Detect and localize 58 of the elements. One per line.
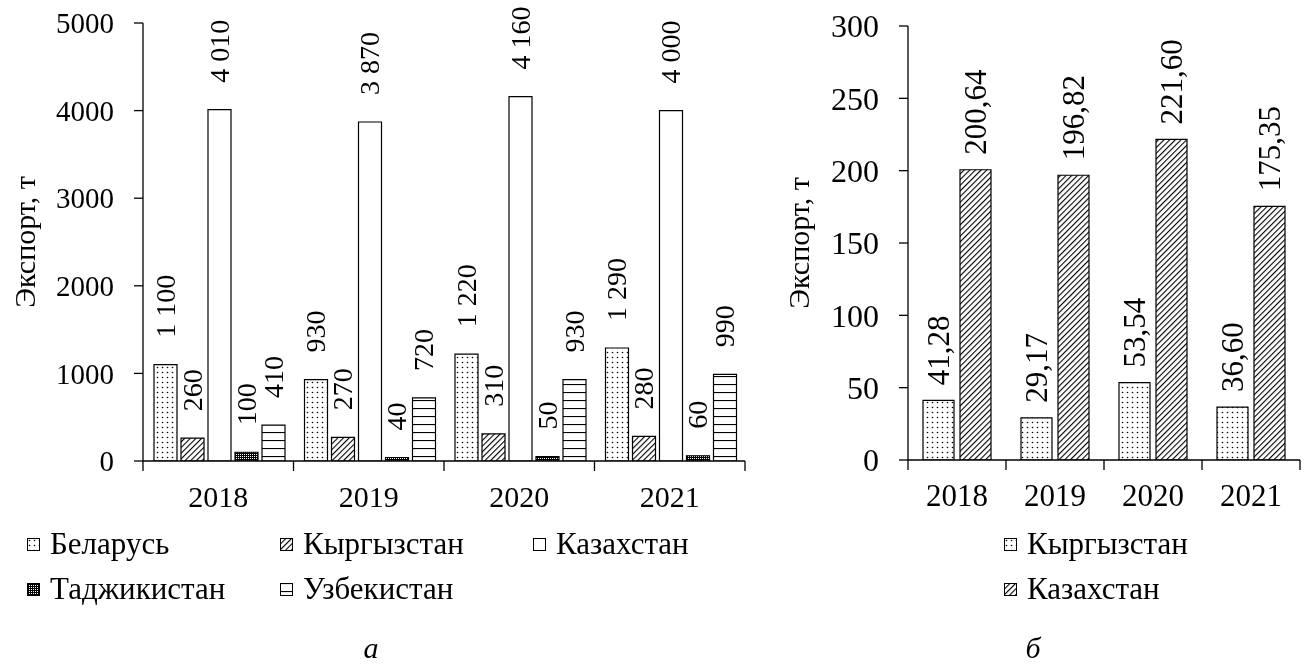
- data-label: 720: [408, 328, 440, 371]
- legend-label: Беларусь: [50, 526, 170, 562]
- data-label: 1 220: [451, 264, 482, 328]
- y-tick-label: 50: [847, 370, 879, 407]
- data-label: 930: [559, 310, 590, 353]
- legend-label: Казахстан: [556, 526, 689, 562]
- data-label: 60: [682, 400, 714, 429]
- y-tick-label: 250: [831, 80, 879, 117]
- legend-label: Узбекистан: [303, 571, 454, 607]
- x-tick-label: 2020: [1122, 478, 1184, 513]
- y-tick-label: 300: [831, 8, 879, 45]
- x-tick-label: 2019: [1024, 478, 1086, 513]
- y-tick-label: 3000: [56, 182, 114, 215]
- y-axis-title: Экспорт, т: [781, 177, 815, 309]
- y-tick-label: 4000: [56, 94, 114, 127]
- data-label: 41,28: [921, 315, 956, 386]
- y-tick-label: 100: [831, 297, 879, 334]
- data-label: 260: [177, 369, 208, 412]
- data-label: 200,64: [958, 68, 993, 155]
- data-label: 175,35: [1252, 106, 1287, 192]
- data-label: 1 100: [150, 274, 181, 338]
- y-tick-label: 0: [863, 442, 879, 479]
- x-tick-label: 2021: [639, 480, 700, 513]
- x-tick-label: 2018: [188, 480, 249, 513]
- data-label: 4 010: [204, 19, 235, 83]
- x-tick-label: 2018: [926, 478, 988, 513]
- x-tick-label: 2019: [338, 480, 399, 513]
- legend-label: Таджикистан: [50, 571, 226, 607]
- data-label: 221,60: [1154, 39, 1189, 125]
- data-label: 270: [327, 368, 359, 411]
- data-label: 990: [709, 305, 741, 348]
- data-label: 3 870: [354, 31, 386, 95]
- data-label: 29,17: [1019, 333, 1054, 403]
- y-tick-label: 5000: [56, 7, 114, 40]
- data-label: 53,54: [1117, 297, 1152, 368]
- legend-label: Кыргызстан: [303, 526, 464, 562]
- data-label: 280: [628, 367, 660, 410]
- y-tick-label: 200: [831, 153, 879, 190]
- legend-label: Кыргызстан: [1027, 526, 1188, 562]
- y-tick-label: 150: [831, 225, 879, 262]
- x-tick-label: 2020: [489, 480, 550, 513]
- data-label: 40: [381, 402, 413, 431]
- data-label: 4 160: [505, 6, 536, 70]
- text: а: [362, 631, 380, 664]
- y-tick-label: 1000: [56, 357, 114, 390]
- data-label: 50: [532, 401, 563, 430]
- data-label: 310: [478, 364, 509, 407]
- data-label: 1 290: [601, 258, 633, 321]
- data-label: 930: [300, 310, 332, 353]
- y-tick-label: 0: [99, 445, 114, 478]
- y-tick-label: 2000: [56, 270, 114, 303]
- data-label: 4 000: [655, 20, 687, 84]
- text: б: [1024, 631, 1042, 664]
- y-axis-title: Экспорт, т: [7, 176, 41, 308]
- legend-label: Казахстан: [1027, 571, 1160, 607]
- data-label: 36,60: [1215, 322, 1250, 393]
- data-label: 196,82: [1056, 75, 1091, 161]
- x-tick-label: 2021: [1220, 478, 1282, 513]
